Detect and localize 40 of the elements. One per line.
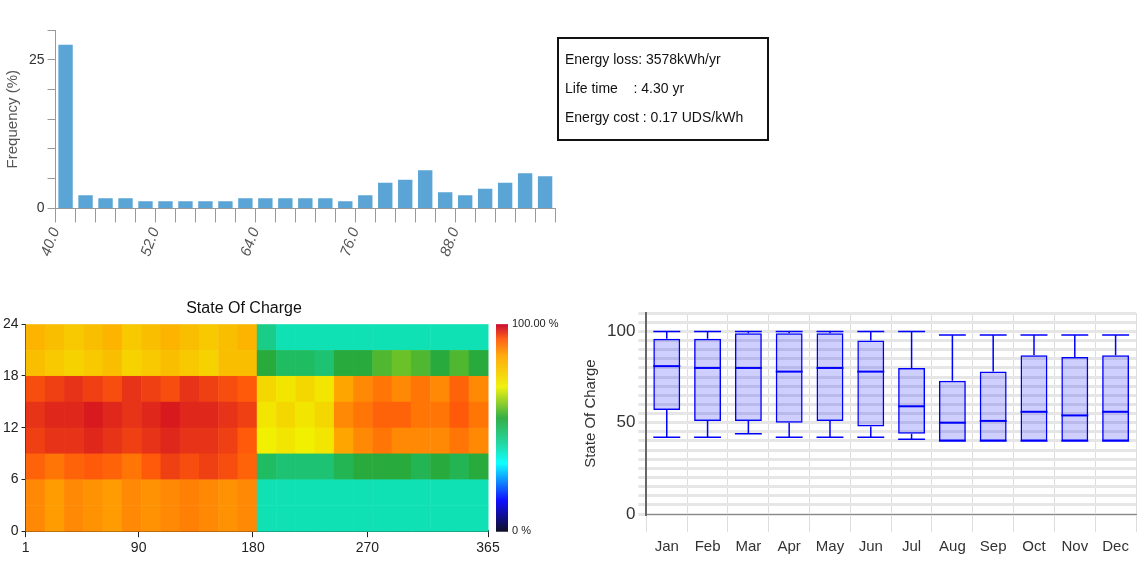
- y-tick-label: 25: [28, 50, 45, 67]
- x-tick-label: Dec: [1102, 537, 1130, 555]
- color-bar-label: 100.00 %: [512, 317, 559, 330]
- x-tick-label: 76.0: [336, 224, 363, 259]
- y-tick-label: 18: [2, 366, 19, 383]
- x-tick-label: 270: [355, 539, 380, 556]
- y-tick-label: 0: [625, 503, 636, 523]
- x-tick-label: Aug: [939, 537, 966, 555]
- x-tick-label: 90: [130, 539, 147, 556]
- x-tick-label: 88.0: [435, 224, 463, 259]
- text: Life time : 4.30 yr: [565, 79, 686, 98]
- x-tick-label: Nov: [1061, 537, 1089, 555]
- x-tick-label: 1: [21, 539, 30, 556]
- x-tick-label: 365: [476, 539, 500, 556]
- y-tick-label: 50: [616, 412, 636, 432]
- x-tick-label: Jul: [901, 537, 922, 555]
- color-bar-label: 0 %: [512, 524, 532, 537]
- x-tick-label: Feb: [694, 537, 721, 555]
- y-axis-title: Frequency (%): [3, 70, 21, 169]
- text: Energy loss: 3578kWh/yr: [565, 50, 722, 69]
- x-tick-label: 52.0: [136, 224, 163, 259]
- y-tick-label: 6: [10, 470, 19, 487]
- x-tick-label: Mar: [735, 537, 762, 555]
- x-tick-label: Oct: [1022, 537, 1047, 555]
- text: Energy cost : 0.17 UDS/kWh: [565, 108, 745, 127]
- x-tick-label: 40.0: [36, 224, 63, 259]
- x-tick-label: Apr: [777, 537, 801, 555]
- y-tick-label: 0: [10, 522, 19, 539]
- x-tick-label: 180: [241, 539, 265, 556]
- chart-title: State Of Charge: [186, 299, 302, 317]
- y-tick-label: 12: [2, 418, 19, 435]
- y-tick-label: 24: [2, 315, 19, 332]
- y-tick-label: 100: [606, 321, 636, 341]
- x-tick-label: May: [815, 537, 845, 555]
- y-tick-label: 0: [36, 199, 45, 216]
- x-tick-label: Jan: [654, 537, 679, 555]
- x-tick-label: Sep: [979, 537, 1007, 555]
- x-tick-label: 64.0: [236, 224, 263, 259]
- y-axis-title: State Of Charge: [581, 359, 599, 468]
- x-tick-label: Jun: [858, 537, 883, 555]
